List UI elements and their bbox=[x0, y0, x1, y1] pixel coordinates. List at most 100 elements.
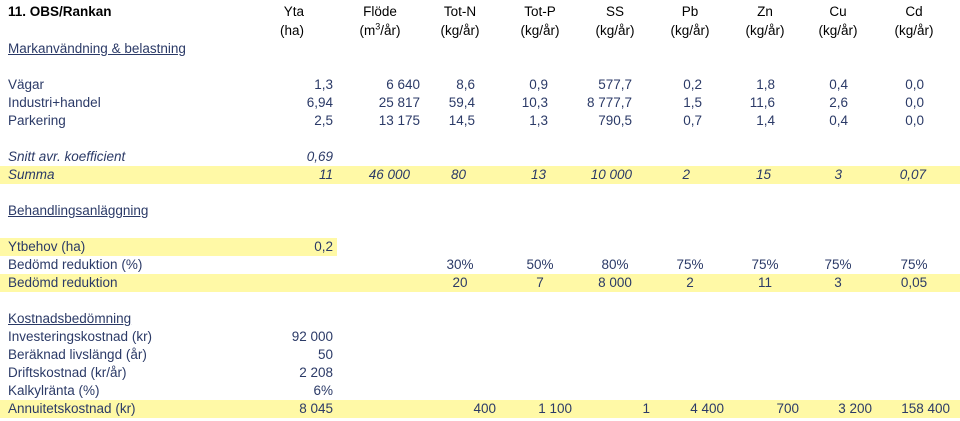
col-header-totp: Tot-P bbox=[524, 4, 556, 19]
row-label: Bedömd reduktion bbox=[8, 275, 118, 290]
cell-cd: 158 400 bbox=[901, 401, 950, 416]
cell-totp: 7 bbox=[536, 275, 544, 290]
cell-value: 6% bbox=[313, 383, 333, 398]
cell-cu: 3 bbox=[834, 275, 842, 290]
cell-flode: 6 640 bbox=[386, 77, 420, 92]
unit-totn: (kg/år) bbox=[440, 23, 480, 38]
row-label: Vägar bbox=[8, 77, 45, 92]
cell-value: 50 bbox=[317, 347, 333, 362]
cell-pb: 0,7 bbox=[683, 113, 702, 128]
cell-cd: 0,0 bbox=[905, 95, 924, 110]
col-header-cd: Cd bbox=[905, 4, 923, 19]
cost-row: Kalkylränta (%) 6% bbox=[0, 382, 960, 400]
row-label: Parkering bbox=[8, 113, 66, 128]
table-row: Vägar 1,3 6 640 8,6 0,9 577,7 0,2 1,8 0,… bbox=[0, 76, 960, 94]
cell-pb: 75% bbox=[676, 257, 704, 272]
cell-zn: 700 bbox=[776, 401, 799, 416]
cell-yta: 2,5 bbox=[314, 113, 333, 128]
col-header-totn: Tot-N bbox=[443, 4, 477, 19]
cost-row: Beräknad livslängd (år) 50 bbox=[0, 346, 960, 364]
cell-yta: 6,94 bbox=[306, 95, 333, 110]
cell-totn: 30% bbox=[446, 257, 474, 272]
cell-cd: 0,0 bbox=[905, 77, 924, 92]
section-heading-landuse: Markanvändning & belastning bbox=[0, 40, 960, 58]
unit-flode: (m3/år) bbox=[359, 21, 401, 38]
section-title: Kostnadsbedömning bbox=[8, 311, 132, 326]
cell-cd: 0,0 bbox=[905, 113, 924, 128]
col-header-yta: Yta bbox=[283, 4, 304, 19]
cell-totp: 1,3 bbox=[529, 113, 548, 128]
cell-cu: 75% bbox=[824, 257, 852, 272]
cell-pb: 2 bbox=[686, 275, 694, 290]
annuity-row: Annuitetskostnad (kr) 8 045 400 1 100 1 … bbox=[0, 400, 960, 418]
cell-totp: 13 bbox=[530, 167, 546, 182]
row-label: Snitt avr. koefficient bbox=[8, 149, 126, 164]
cell-zn: 1,4 bbox=[756, 113, 775, 128]
cell-totn: 8,6 bbox=[456, 77, 475, 92]
cell-flode: 46 000 bbox=[368, 167, 410, 182]
cell-zn: 11,6 bbox=[749, 95, 775, 110]
cell-zn: 11 bbox=[757, 275, 772, 290]
cell-totn: 59,4 bbox=[448, 95, 475, 110]
cell-cd: 0,07 bbox=[899, 167, 926, 182]
cell-ss: 790,5 bbox=[598, 113, 632, 128]
unit-cd: (kg/år) bbox=[894, 23, 934, 38]
col-header-cu: Cu bbox=[829, 4, 847, 19]
col-header-ss: SS bbox=[605, 4, 624, 19]
cell-pb: 1,5 bbox=[683, 95, 702, 110]
row-label: Bedömd reduktion (%) bbox=[8, 257, 143, 272]
row-label: Summa bbox=[8, 167, 55, 182]
header-row: 11. OBS/Rankan Yta Flöde Tot-N Tot-P SS … bbox=[0, 3, 960, 21]
reduction-row: Bedömd reduktion 20 7 8 000 2 11 3 0,05 bbox=[0, 274, 960, 292]
cell-totp: 1 100 bbox=[538, 401, 572, 416]
unit-pb: (kg/år) bbox=[670, 23, 710, 38]
row-label: Industri+handel bbox=[8, 95, 101, 110]
cell-yta: 11 bbox=[318, 167, 333, 182]
cell-value: 2 208 bbox=[299, 365, 333, 380]
cell-zn: 1,8 bbox=[756, 77, 775, 92]
unit-zn: (kg/år) bbox=[745, 23, 785, 38]
row-label: Ytbehov (ha) bbox=[8, 239, 86, 254]
sum-row: Summa 11 46 000 80 13 10 000 2 15 3 0,07 bbox=[0, 166, 960, 184]
row-label: Driftskostnad (kr/år) bbox=[8, 365, 127, 380]
cell-totp: 0,9 bbox=[529, 77, 548, 92]
area-need-row: Ytbehov (ha) 0,2 bbox=[0, 238, 960, 256]
cell-yta: 1,3 bbox=[314, 77, 333, 92]
section-heading-treatment: Behandlingsanläggning bbox=[0, 202, 960, 220]
section-title: Behandlingsanläggning bbox=[8, 203, 149, 218]
cell-ss: 1 bbox=[642, 401, 650, 416]
cell-yta: 0,69 bbox=[306, 149, 333, 164]
cell-cu: 3 200 bbox=[838, 401, 872, 416]
reduction-pct-row: Bedömd reduktion (%) 30% 50% 80% 75% 75%… bbox=[0, 256, 960, 274]
cell-totn: 14,5 bbox=[448, 113, 475, 128]
cell-zn: 15 bbox=[755, 167, 771, 182]
cell-value: 92 000 bbox=[291, 329, 333, 344]
unit-yta: (ha) bbox=[279, 23, 304, 38]
cell-totn: 20 bbox=[452, 275, 468, 290]
row-label: Beräknad livslängd (år) bbox=[8, 347, 147, 362]
cell-totn: 80 bbox=[450, 167, 466, 182]
col-header-flode: Flöde bbox=[363, 4, 397, 19]
cell-flode: 13 175 bbox=[378, 113, 420, 128]
cell-flode: 25 817 bbox=[378, 95, 420, 110]
cell-zn: 75% bbox=[751, 257, 779, 272]
cell-totp: 50% bbox=[526, 257, 554, 272]
col-header-pb: Pb bbox=[681, 4, 699, 19]
table-row: Parkering 2,5 13 175 14,5 1,3 790,5 0,7 … bbox=[0, 112, 960, 130]
cost-row: Investeringskostnad (kr) 92 000 bbox=[0, 328, 960, 346]
cell-yta: 8 045 bbox=[299, 401, 333, 416]
unit-cu: (kg/år) bbox=[818, 23, 858, 38]
section-title: Markanvändning & belastning bbox=[8, 41, 186, 56]
cell-cu: 0,4 bbox=[829, 113, 848, 128]
unit-ss: (kg/år) bbox=[595, 23, 635, 38]
cell-ss: 10 000 bbox=[590, 167, 632, 182]
cell-cu: 2,6 bbox=[829, 95, 848, 110]
cell-totn: 400 bbox=[473, 401, 496, 416]
row-label: Investeringskostnad (kr) bbox=[8, 329, 153, 344]
cell-cd: 75% bbox=[900, 257, 928, 272]
units-row: (ha) (m3/år) (kg/år) (kg/år) (kg/år) (kg… bbox=[0, 22, 960, 40]
row-label: Kalkylränta (%) bbox=[8, 383, 100, 398]
cell-ss: 8 777,7 bbox=[586, 95, 632, 110]
cell-cu: 0,4 bbox=[829, 77, 848, 92]
cell-ss: 8 000 bbox=[598, 275, 632, 290]
